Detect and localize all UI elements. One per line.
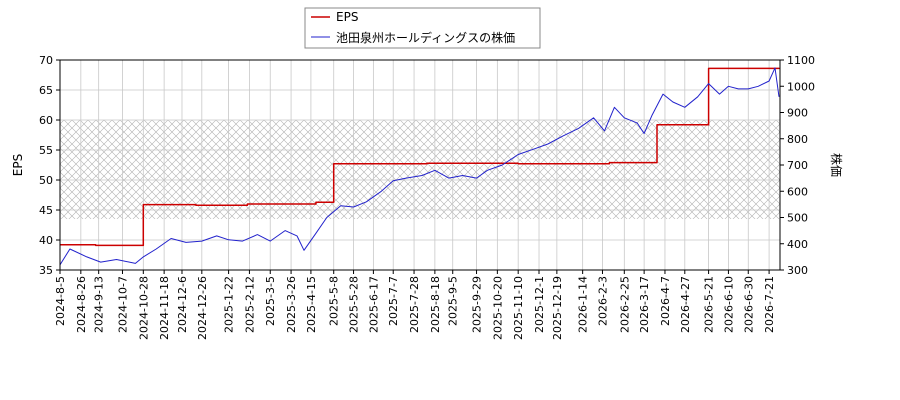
x-axis: 2024-8-5 2024-8-26 2024-9-13 2024-10-7 2024-…: [54, 270, 776, 340]
y-tick-label-left: 40: [39, 234, 53, 247]
x-tick-label: 2025-8-18: [429, 276, 442, 333]
x-tick-label: 2024-11-18: [158, 276, 171, 340]
y-tick-label-left: 70: [39, 54, 53, 67]
x-tick-label: 2026-2-3: [596, 276, 609, 326]
legend: EPS 池田泉州ホールディングスの株価: [304, 7, 541, 49]
y-tick-label-right: 500: [787, 212, 808, 225]
x-tick-label: 2024-12-26: [196, 276, 209, 340]
x-tick-label: 2025-4-15: [305, 276, 318, 333]
x-tick-label: 2026-7-21: [763, 276, 776, 333]
x-tick-label: 2026-2-25: [618, 276, 631, 333]
x-tick-label: 2025-3-26: [285, 276, 298, 333]
x-tick-label: 2025-12-1: [533, 276, 546, 333]
legend-box: [304, 7, 541, 49]
x-tick-label: 2024-12-6: [176, 276, 189, 333]
y-tick-label-left: 35: [39, 264, 53, 277]
x-tick-label: 2025-5-8: [328, 276, 341, 326]
y-axis-left-label: EPS: [11, 154, 25, 176]
y-tick-label-right: 600: [787, 185, 808, 198]
y-tick-label-right: 300: [787, 264, 808, 277]
legend-label-eps: EPS: [336, 10, 358, 24]
x-tick-label: 2025-9-29: [471, 276, 484, 333]
y-tick-label-left: 55: [39, 144, 53, 157]
x-tick-label: 2024-10-7: [116, 276, 129, 333]
x-tick-label: 2026-5-21: [703, 276, 716, 333]
y-tick-label-right: 700: [787, 159, 808, 172]
x-tick-label: 2024-10-28: [137, 276, 150, 340]
x-tick-label: 2026-1-14: [577, 276, 590, 333]
y-tick-label-left: 65: [39, 84, 53, 97]
y-tick-label-right: 1000: [787, 80, 815, 93]
x-tick-label: 2026-6-10: [722, 276, 735, 333]
y-tick-label-left: 60: [39, 114, 53, 127]
legend-label-price: 池田泉州ホールディングスの株価: [336, 30, 515, 45]
x-tick-label: 2025-3-5: [264, 276, 277, 326]
y-tick-label-left: 50: [39, 174, 53, 187]
x-tick-label: 2026-4-27: [679, 276, 692, 333]
x-tick-label: 2025-1-22: [223, 276, 236, 333]
x-tick-label: 2025-5-28: [348, 276, 361, 333]
hatched-band: [60, 120, 780, 219]
y-tick-label-right: 800: [787, 133, 808, 146]
x-tick-label: 2026-4-7: [659, 276, 672, 326]
y-tick-label-left: 45: [39, 204, 53, 217]
x-tick-label: 2025-11-10: [512, 276, 525, 340]
y-axis-left: 35 40 45 50 55 60 65 70: [39, 54, 60, 277]
series-layer: [60, 67, 780, 266]
y-tick-label-right: 1100: [787, 54, 815, 67]
x-tick-label: 2025-9-5: [447, 276, 460, 326]
y-tick-label-right: 900: [787, 107, 808, 120]
x-tick-label: 2025-2-12: [243, 276, 256, 333]
y-axis-right: 300 400 500 600 700 800 900 1000 1100: [780, 54, 815, 277]
x-tick-label: 2026-3-17: [638, 276, 651, 333]
x-tick-label: 2025-12-19: [551, 276, 564, 340]
y-tick-label-right: 400: [787, 238, 808, 251]
y-axis-right-label: 株価: [829, 153, 844, 177]
x-tick-label: 2024-8-26: [75, 276, 88, 333]
x-tick-label: 2025-6-17: [367, 276, 380, 333]
x-tick-label: 2026-6-30: [742, 276, 755, 333]
x-tick-label: 2024-9-13: [93, 276, 106, 333]
x-tick-label: 2025-7-7: [387, 276, 400, 326]
x-tick-label: 2025-10-20: [491, 276, 504, 340]
x-tick-label: 2024-8-5: [54, 276, 67, 326]
x-tick-label: 2025-7-28: [408, 276, 421, 333]
